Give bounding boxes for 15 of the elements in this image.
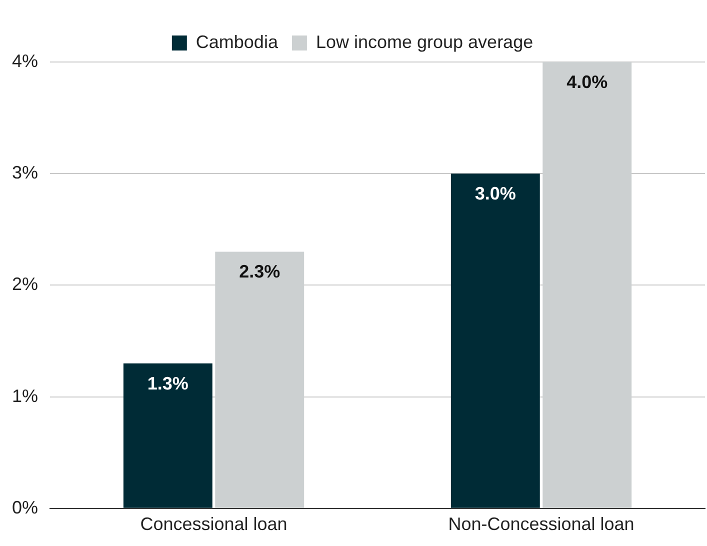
legend-label: Cambodia [196, 32, 279, 52]
bar [123, 363, 212, 508]
y-tick-label: 1% [12, 386, 38, 406]
x-tick-label: Non-Concessional loan [448, 514, 634, 534]
legend-label: Low income group average [316, 32, 534, 52]
data-label: 1.3% [147, 373, 188, 394]
data-label: 2.3% [239, 262, 280, 282]
y-tick-label: 0% [12, 497, 38, 518]
y-tick-label: 2% [12, 274, 38, 294]
data-label: 4.0% [566, 72, 608, 92]
bar [450, 174, 540, 508]
y-tick-label: 3% [12, 162, 38, 183]
y-tick-label: 4% [12, 50, 38, 71]
x-tick-label: Concessional loan [140, 514, 288, 534]
data-label: 3.0% [474, 184, 516, 204]
